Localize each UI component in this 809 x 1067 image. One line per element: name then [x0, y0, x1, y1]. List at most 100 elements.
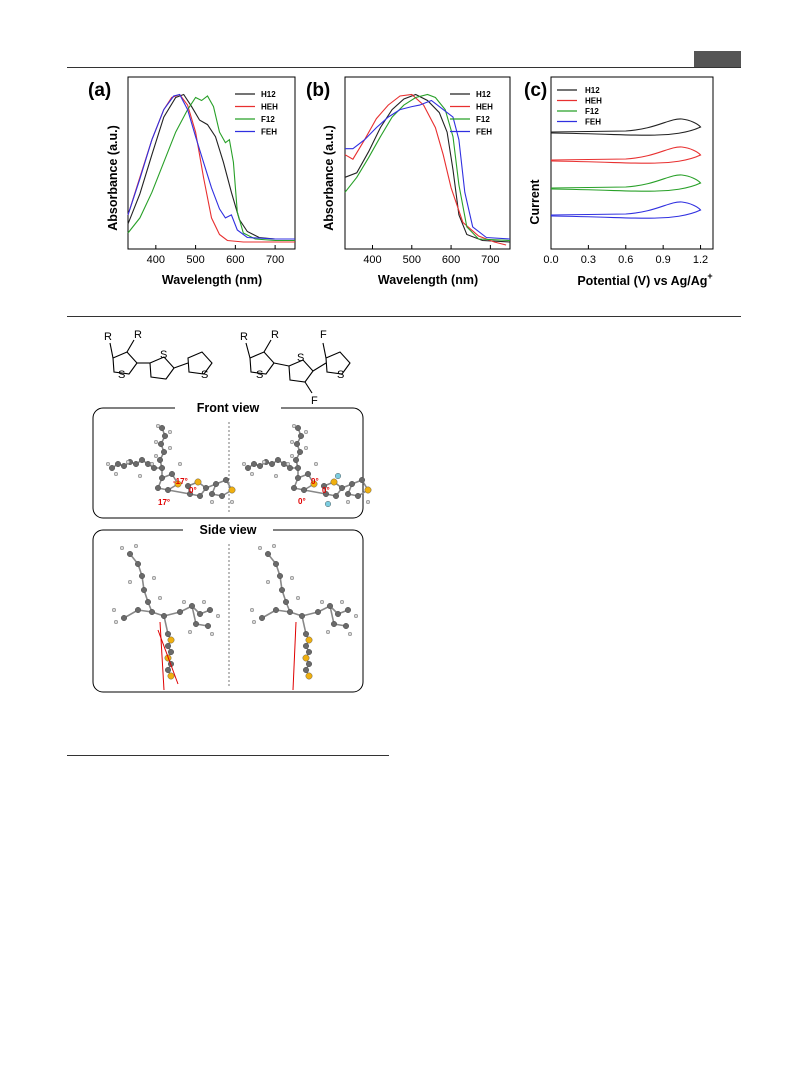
molecule-atom [158, 474, 165, 481]
right-s3: S [337, 369, 344, 381]
molecule-atom [138, 456, 145, 463]
molecule-atom [299, 613, 306, 620]
molecule-atom [120, 615, 127, 622]
molecule-atom [287, 609, 294, 616]
molecule-atom [257, 462, 264, 469]
molecule-atom [167, 649, 174, 656]
molecule-atom [108, 464, 115, 471]
section-rule [67, 316, 741, 317]
molecule-atom [366, 499, 371, 504]
molecule-atom [156, 456, 163, 463]
molecule-atom [133, 543, 138, 548]
molecule-atom [274, 473, 279, 478]
right-s2: S [297, 352, 304, 364]
front-left-angle-2: 0° [189, 486, 197, 495]
molecule-atom [273, 607, 280, 614]
molecule-atom [269, 460, 276, 467]
molecule-atom [132, 460, 139, 467]
molecule-atom [119, 545, 124, 550]
molecule-atom [303, 667, 310, 674]
molecule-atom [359, 476, 366, 483]
front-left-angle-1: -17° [173, 477, 188, 486]
legend-label-feh: FEH [585, 118, 601, 127]
left-r2: R [134, 329, 142, 341]
x-tick-label: 500 [186, 254, 204, 266]
panel-b-xlabel: Wavelength (nm) [378, 273, 478, 287]
molecule-atom [215, 614, 220, 619]
molecule-atom [295, 424, 302, 431]
x-tick-label: 400 [147, 254, 165, 266]
plane-guide-line [159, 621, 165, 691]
molecule-atom [293, 456, 300, 463]
molecule-bond [301, 615, 307, 635]
x-tick-label: 0.3 [581, 254, 596, 266]
molecule-atom [160, 448, 167, 455]
molecule-bond [163, 615, 169, 635]
molecule-atom [228, 486, 236, 494]
molecule-atom [167, 445, 172, 450]
plane-guide-line [292, 621, 297, 691]
panel-b-ticks: 400 500 600 700 [363, 245, 500, 266]
molecule-atom [273, 560, 280, 567]
series-line-f12 [127, 95, 295, 242]
molecule-atom [184, 482, 191, 489]
molecule-atom [249, 608, 254, 613]
molecule-atom [354, 614, 359, 619]
molecule-atom [208, 490, 215, 497]
molecule-atom [340, 600, 345, 605]
molecule-atom [275, 456, 282, 463]
molecule-atom [188, 603, 195, 610]
legend-label-f12: F12 [476, 115, 490, 124]
front-left-angle-3: 17° [158, 498, 170, 507]
molecule-atom [158, 464, 165, 471]
molecule-atom [297, 448, 304, 455]
molecule-atom [120, 462, 127, 469]
footnote-rule [67, 755, 389, 756]
molecule-atom [283, 599, 290, 606]
series-line-heh [344, 93, 507, 246]
molecule-atom [127, 580, 132, 585]
molecule-atom [174, 480, 182, 488]
molecule-atom [113, 471, 118, 476]
molecule-atom [158, 424, 165, 431]
x-tick-label: 0.6 [618, 254, 633, 266]
molecule-atom [335, 611, 342, 618]
right-f1: F [320, 329, 327, 341]
molecule-atom [186, 490, 193, 497]
panel-a-plot [127, 93, 295, 243]
legend-label-feh: FEH [261, 128, 277, 137]
molecule-atom [160, 613, 167, 620]
molecule-atom [153, 453, 158, 458]
thiophene-ring-6 [325, 351, 351, 375]
thiophene-ring-1 [112, 351, 138, 375]
molecule-atom [218, 492, 225, 499]
panel-c-ylabel: Current [528, 179, 542, 225]
molecule-atom [114, 460, 121, 467]
molecule-atom [250, 460, 257, 467]
x-tick-label: 600 [442, 254, 460, 266]
molecule-atom [266, 580, 271, 585]
panel-c-plot [550, 118, 702, 219]
side-right-molecule [249, 543, 359, 691]
molecule-atom [113, 620, 118, 625]
molecule-atom [346, 499, 351, 504]
x-tick-label: 700 [481, 254, 499, 266]
molecule-atom [305, 470, 312, 477]
structure-left [109, 339, 213, 380]
molecule-atom [331, 621, 338, 628]
molecule-atom [265, 550, 272, 557]
molecule-atom [294, 440, 301, 447]
molecule-atom [192, 621, 199, 628]
molecule-atom [290, 453, 295, 458]
molecule-atom [364, 486, 372, 494]
molecule-atom [150, 464, 157, 471]
molecule-bond [191, 605, 197, 625]
molecule-atom [343, 623, 350, 630]
legend-label-f12: F12 [585, 107, 599, 116]
molecule-atom [295, 464, 302, 471]
front-right-angle-2: 0° [322, 486, 330, 495]
panel-a-legend: H12 HEH F12 FEH [235, 90, 278, 137]
front-view-box: Front view -17° 0° 17° 0° 0° 0° [92, 400, 372, 519]
